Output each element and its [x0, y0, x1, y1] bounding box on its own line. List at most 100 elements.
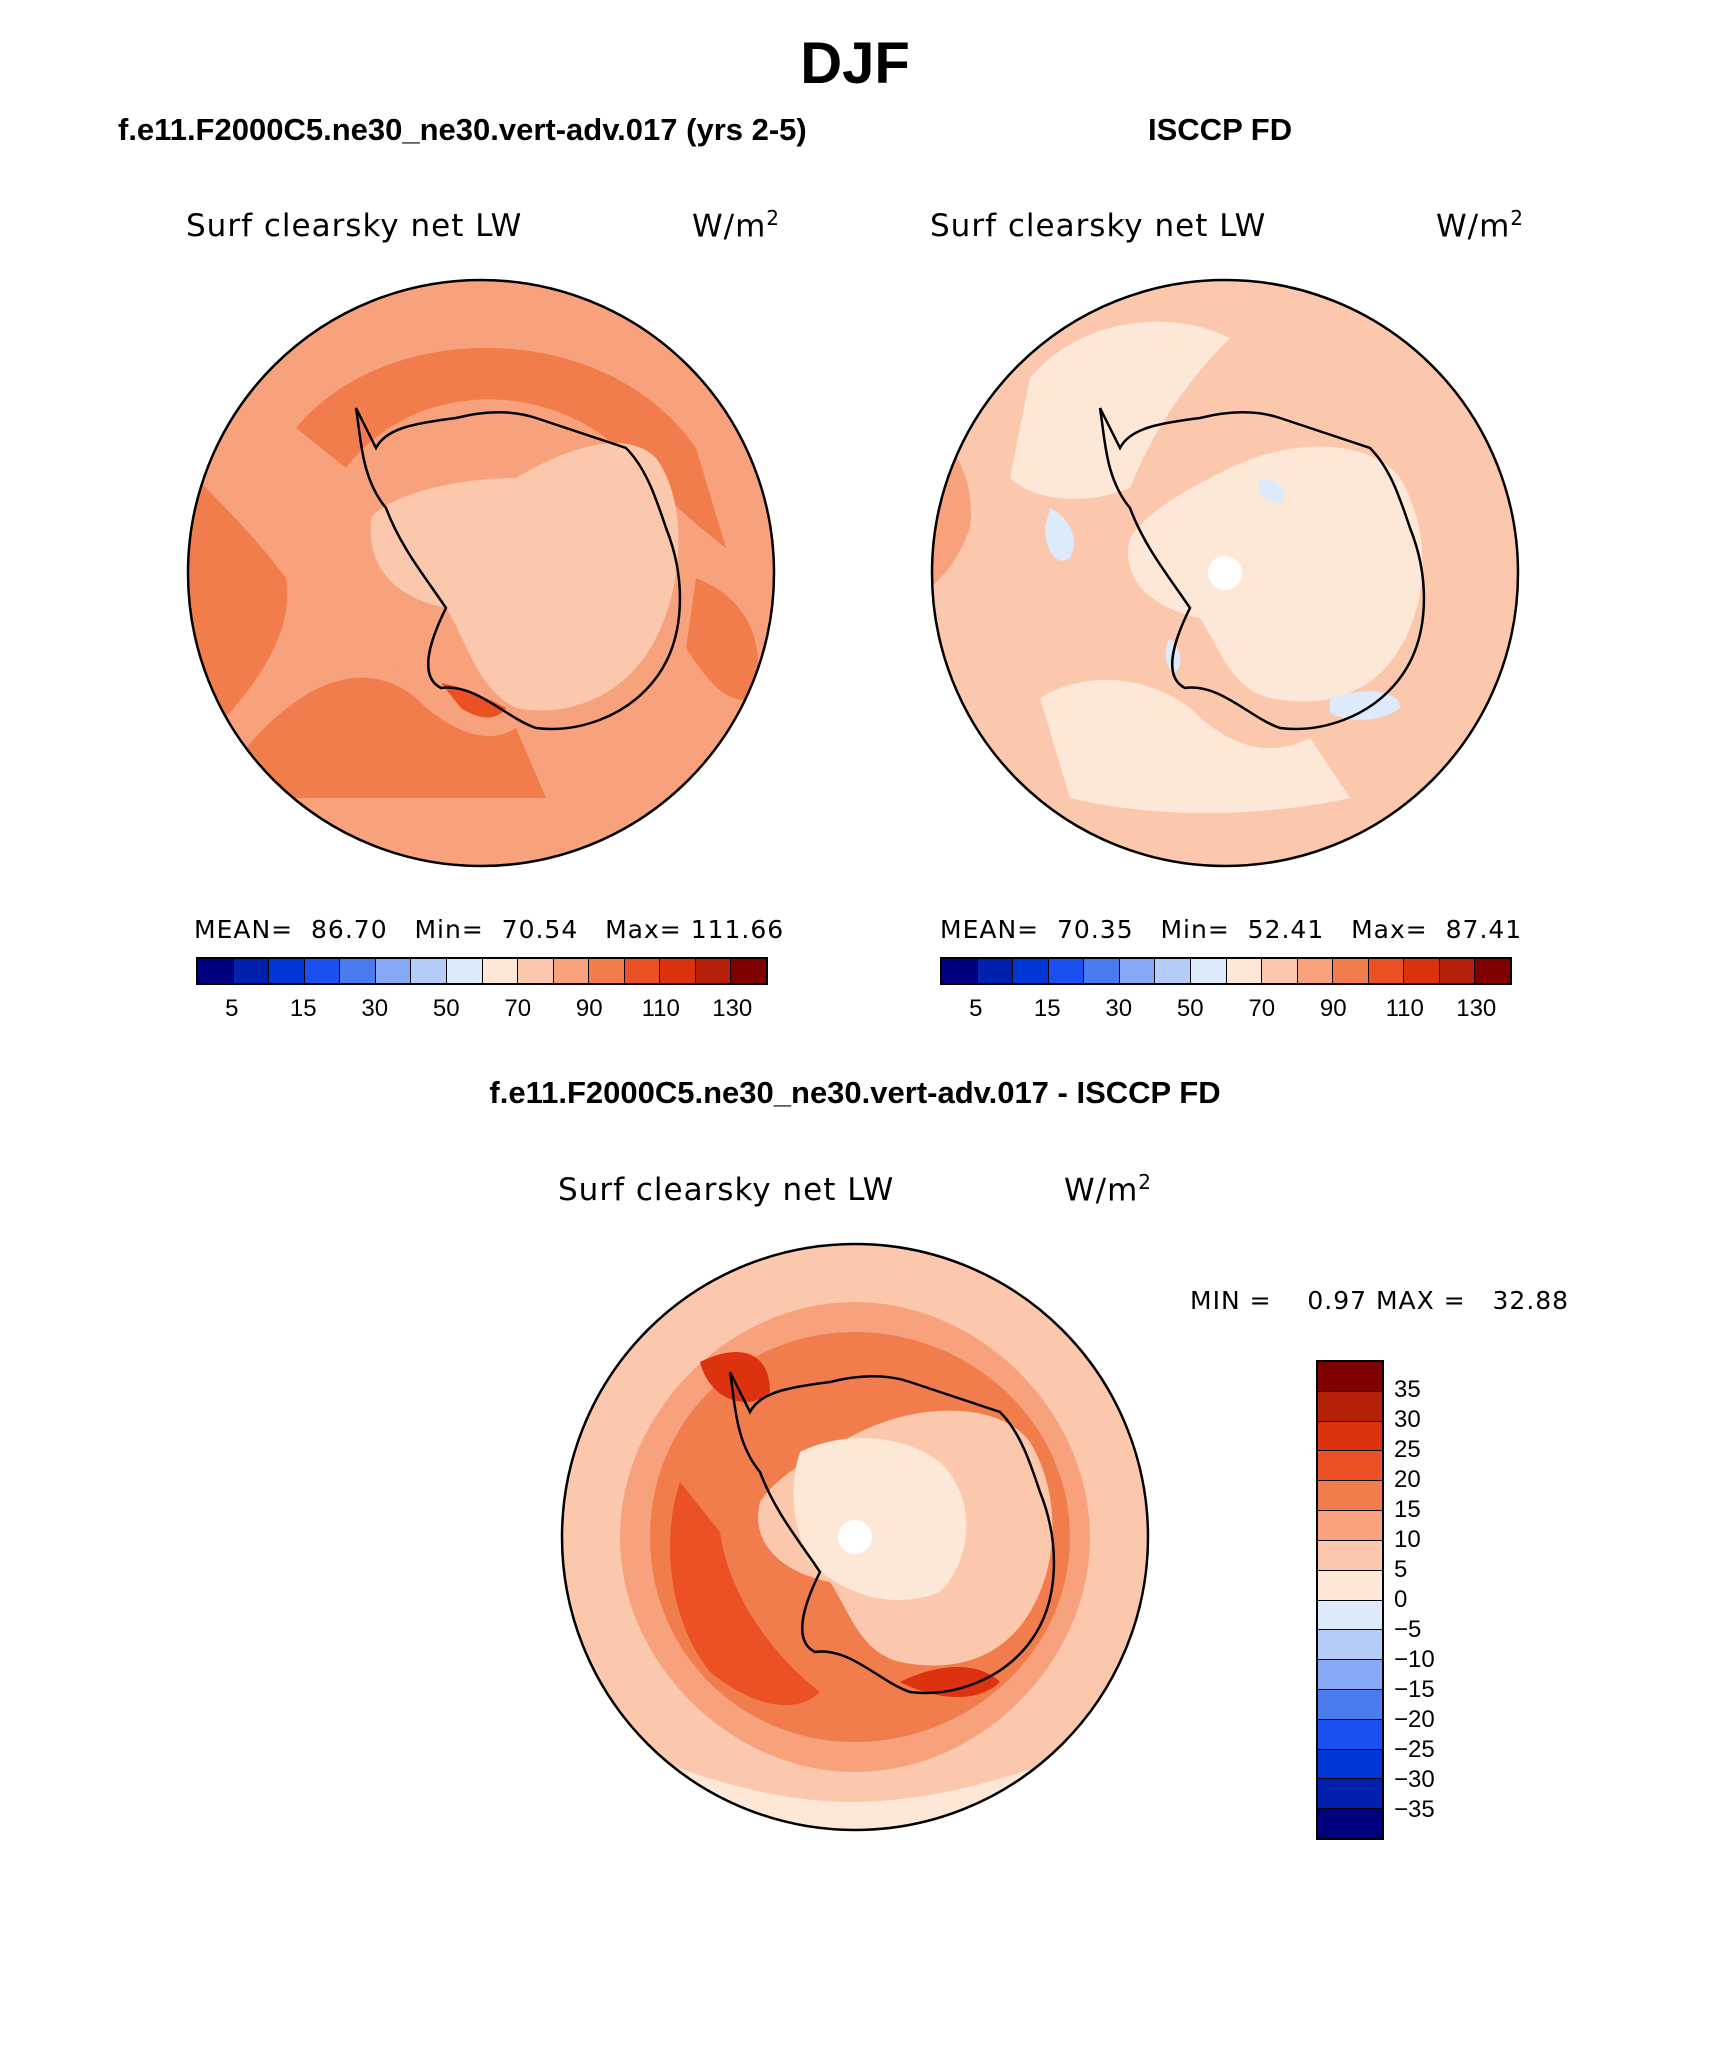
map-border: [186, 278, 776, 868]
colorbar-tick-label: 0: [1394, 1586, 1408, 1613]
panel-1-units-label: W/m2: [692, 206, 781, 245]
colorbar-box: [1262, 959, 1298, 983]
colorbar-tick-label: 10: [1394, 1526, 1421, 1553]
shading-hot-south: [900, 1667, 1000, 1697]
colorbar-tick-label: −10: [1394, 1646, 1435, 1673]
colorbar-box: [375, 959, 412, 983]
colorbar-box: [1318, 1689, 1382, 1720]
colorbar-tick-label: 35: [1394, 1376, 1421, 1403]
colorbar-box: [1013, 959, 1049, 983]
colorbar-tick-label: −25: [1394, 1736, 1435, 1763]
colorbar-box: [1318, 1600, 1382, 1631]
colorbar-tick-label: 15: [289, 995, 317, 1022]
pole-hole: [1208, 556, 1242, 590]
shading-hot-north: [700, 1352, 770, 1402]
shading-light-northwest: [1010, 321, 1230, 499]
colorbar-tick-label: −35: [1394, 1796, 1435, 1823]
colorbar-tick-label: 5: [225, 995, 239, 1022]
panel-2-colorbar: [940, 957, 1512, 985]
difference-variable-label: Surf clearsky net LW: [558, 1172, 895, 1208]
colorbar-box: [731, 959, 766, 983]
difference-panel-title: f.e11.F2000C5.ne30_ne30.vert-adv.017 - I…: [489, 1075, 1221, 1110]
panel-1-polar-map: [186, 278, 776, 868]
colorbar-box: [1226, 959, 1263, 983]
colorbar-tick-label: 90: [575, 995, 603, 1022]
colorbar-tick-label: 30: [361, 995, 389, 1022]
colorbar-box: [695, 959, 732, 983]
antarctica-coastline: [1098, 407, 1426, 731]
figure-title: DJF: [800, 31, 910, 96]
colorbar-tick-label: −30: [1394, 1766, 1435, 1793]
colorbar-box: [1318, 1570, 1382, 1601]
panel-2-colorbar-ticks: 5 15 30 50 70 90 110 130: [940, 995, 1512, 1025]
colorbar-box: [1318, 1540, 1382, 1571]
panel-2-units-label: W/m2: [1436, 206, 1525, 245]
colorbar-tick-label: 30: [1105, 995, 1133, 1022]
colorbar-box: [1318, 1809, 1382, 1838]
colorbar-box: [589, 959, 625, 983]
shading-light-south: [1040, 679, 1350, 813]
colorbar-box: [1439, 959, 1476, 983]
colorbar-tick-label: 15: [1394, 1496, 1421, 1523]
shading-band-east: [686, 578, 759, 700]
colorbar-tick-label: 70: [1248, 995, 1276, 1022]
colorbar-box: [482, 959, 519, 983]
shading-ross-hotspot: [441, 683, 506, 718]
colorbar-tick-label: 15: [1033, 995, 1061, 1022]
shading-band-west: [188, 468, 288, 748]
colorbar-box: [1368, 959, 1405, 983]
colorbar-box: [1318, 1451, 1382, 1482]
colorbar-box: [518, 959, 554, 983]
shading-hot-west: [670, 1482, 820, 1706]
panel-1-stats: MEAN= 86.70 Min= 70.54 Max= 111.66: [194, 915, 785, 944]
colorbar-tick-label: −15: [1394, 1676, 1435, 1703]
panel-1-colorbar-ticks: 5 15 30 50 70 90 110 130: [196, 995, 768, 1025]
colorbar-tick-label: 110: [641, 995, 680, 1022]
panel-2-title: ISCCP FD: [1148, 112, 1293, 147]
panel-1-title: f.e11.F2000C5.ne30_ne30.vert-adv.017 (yr…: [118, 112, 807, 147]
map-border: [930, 278, 1520, 868]
colorbar-box: [942, 959, 978, 983]
continent-fill: [1128, 446, 1423, 702]
colorbar-tick-label: 20: [1394, 1466, 1421, 1493]
colorbar-box: [1155, 959, 1191, 983]
colorbar-box: [1318, 1391, 1382, 1422]
colorbar-box: [1318, 1421, 1382, 1452]
shading-negative-west: [1045, 508, 1074, 561]
colorbar-box: [1318, 1660, 1382, 1690]
shading-negative-interior: [1258, 478, 1284, 503]
colorbar-box: [304, 959, 341, 983]
shading-band-north: [296, 347, 726, 548]
colorbar-tick-label: −20: [1394, 1706, 1435, 1733]
colorbar-box: [446, 959, 483, 983]
colorbar-box: [1318, 1749, 1382, 1780]
colorbar-box: [1318, 1719, 1382, 1750]
colorbar-box: [1404, 959, 1440, 983]
colorbar-tick-label: 70: [504, 995, 532, 1022]
colorbar-box: [1333, 959, 1369, 983]
panel-2-polar-map: [930, 278, 1520, 868]
colorbar-box: [1297, 959, 1334, 983]
colorbar-box: [233, 959, 270, 983]
colorbar-box: [1318, 1779, 1382, 1810]
panel-1-variable-label: Surf clearsky net LW: [186, 208, 523, 244]
panel-2-stats: MEAN= 70.35 Min= 52.41 Max= 87.41: [940, 915, 1523, 944]
colorbar-tick-label: 30: [1394, 1406, 1421, 1433]
shading-interior-light: [793, 1438, 967, 1601]
shading-band-south: [246, 677, 546, 798]
antarctica-coastline: [728, 1371, 1056, 1695]
colorbar-tick-label: 130: [712, 995, 753, 1022]
colorbar-tick-label: 5: [1394, 1556, 1408, 1583]
colorbar-box: [1318, 1362, 1382, 1392]
panel-1-colorbar: [196, 957, 768, 985]
colorbar-box: [660, 959, 696, 983]
colorbar-box: [624, 959, 661, 983]
colorbar-box: [1318, 1511, 1382, 1541]
colorbar-box: [1475, 959, 1510, 983]
difference-min-max: MIN = 0.97 MAX = 32.88: [1190, 1286, 1570, 1315]
colorbar-tick-label: 130: [1456, 995, 1497, 1022]
colorbar-tick-label: 90: [1319, 995, 1347, 1022]
map-border: [560, 1242, 1150, 1832]
colorbar-box: [411, 959, 447, 983]
colorbar-tick-label: 25: [1394, 1436, 1421, 1463]
